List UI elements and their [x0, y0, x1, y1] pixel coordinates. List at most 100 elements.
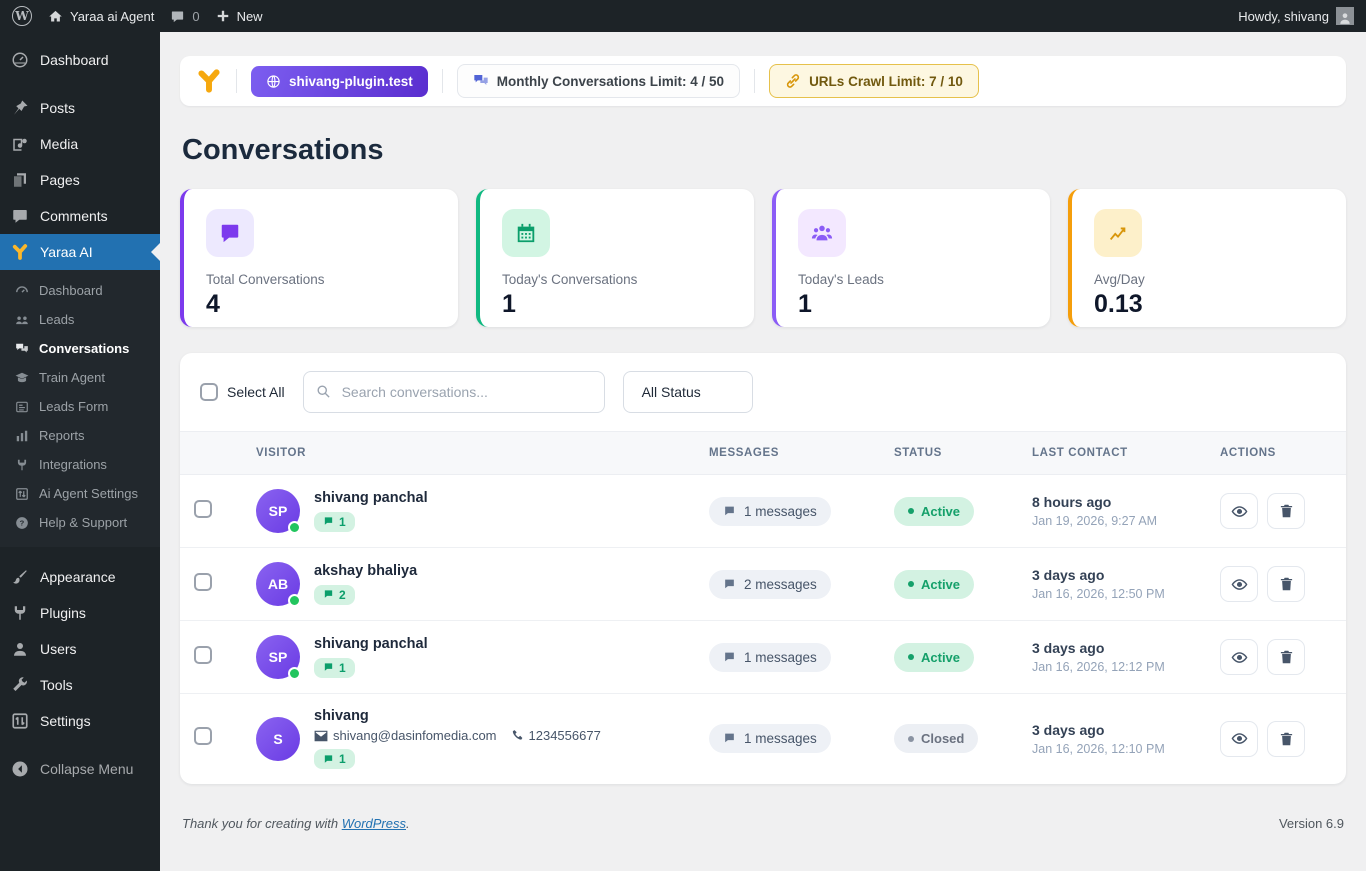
search-icon: [316, 384, 331, 399]
view-button[interactable]: [1220, 493, 1258, 529]
monthly-limit-button[interactable]: Monthly Conversations Limit: 4 / 50: [456, 64, 741, 98]
site-name-link[interactable]: Yaraa ai Agent: [48, 9, 154, 24]
row-checkbox[interactable]: [194, 499, 212, 518]
chat-icon: [725, 733, 734, 743]
table-row: SP shivang panchal 1: [180, 474, 1346, 548]
last-contact-date: Jan 16, 2026, 12:50 PM: [1032, 587, 1165, 601]
avatar-initials: SP: [268, 649, 288, 665]
delete-button[interactable]: [1267, 493, 1305, 529]
collapse-menu-button[interactable]: Collapse Menu: [0, 751, 160, 787]
submenu-item-help-support[interactable]: ? Help & Support: [0, 508, 160, 537]
last-contact-date: Jan 16, 2026, 12:12 PM: [1032, 660, 1165, 674]
row-checkbox[interactable]: [194, 727, 212, 746]
stat-label: Total Conversations: [206, 272, 325, 287]
avatar-initials: AB: [267, 576, 289, 592]
crawl-limit-label: URLs Crawl Limit: 7 / 10: [809, 73, 963, 89]
submenu-item-train-agent[interactable]: Train Agent: [0, 363, 160, 392]
wrench-icon: [10, 676, 30, 694]
mail-icon: [314, 730, 328, 741]
people-icon: [14, 313, 30, 327]
status-badge: Closed: [894, 724, 979, 754]
comments-admin-link[interactable]: 0: [170, 9, 200, 24]
site-domain-button[interactable]: shivang-plugin.test: [251, 65, 428, 97]
stat-label: Today's Leads: [798, 272, 884, 287]
search-input[interactable]: [302, 371, 605, 413]
svg-text:?: ?: [20, 518, 25, 527]
submenu-item-leads[interactable]: Leads: [0, 305, 160, 334]
dashboard-icon: [10, 51, 30, 69]
stat-card-total-conversations: Total Conversations 4: [180, 189, 458, 327]
sidebar-item-pages[interactable]: Pages: [0, 162, 160, 198]
view-button[interactable]: [1220, 566, 1258, 602]
message-count-badge: 1: [314, 657, 355, 678]
submenu-item-integrations[interactable]: Integrations: [0, 450, 160, 479]
select-all-checkbox[interactable]: [200, 383, 218, 401]
wordpress-link[interactable]: WordPress: [341, 815, 406, 831]
sidebar-item-dashboard[interactable]: Dashboard: [0, 42, 160, 78]
header-messages: Messages: [709, 447, 779, 459]
submenu-item-label: Conversations: [39, 341, 130, 356]
plug-icon: [14, 458, 30, 472]
site-domain-label: shivang-plugin.test: [289, 73, 413, 89]
sidebar-item-label: Users: [40, 641, 77, 657]
view-button[interactable]: [1220, 639, 1258, 675]
sidebar-item-media[interactable]: Media: [0, 126, 160, 162]
delete-button[interactable]: [1267, 639, 1305, 675]
footer-version: Version 6.9: [1278, 815, 1344, 831]
chat-icon: [324, 590, 333, 598]
submenu-item-ai-agent-settings[interactable]: Ai Agent Settings: [0, 479, 160, 508]
sidebar-item-label: Yaraa AI: [40, 244, 93, 260]
submenu-item-reports[interactable]: Reports: [0, 421, 160, 450]
chat-icon: [206, 209, 254, 257]
sidebar-item-settings[interactable]: Settings: [0, 703, 160, 739]
sidebar-item-users[interactable]: Users: [0, 631, 160, 667]
sidebar-item-label: Media: [40, 136, 79, 152]
status-dot: [908, 735, 914, 742]
site-name-label: Yaraa ai Agent: [70, 8, 155, 24]
stat-value: 0.13: [1094, 290, 1143, 318]
form-icon: [14, 400, 30, 414]
help-icon: ?: [14, 516, 30, 530]
new-content-link[interactable]: New: [216, 9, 263, 24]
avatar: SP: [256, 489, 301, 534]
delete-button[interactable]: [1267, 566, 1305, 602]
table-row: SP shivang panchal 1: [180, 620, 1346, 694]
status-badge: Active: [894, 496, 975, 526]
submenu-item-dashboard[interactable]: Dashboard: [0, 276, 160, 305]
media-icon: [10, 135, 30, 153]
avatar: SP: [256, 635, 301, 680]
wordpress-logo-icon[interactable]: W: [12, 6, 32, 26]
comment-icon: [170, 9, 185, 24]
trend-icon: [1094, 209, 1142, 257]
submenu-item-leads-form[interactable]: Leads Form: [0, 392, 160, 421]
yaraa-logo-icon: [196, 68, 222, 94]
submenu-item-label: Reports: [39, 428, 85, 443]
divider: [236, 69, 237, 93]
crawl-limit-button[interactable]: URLs Crawl Limit: 7 / 10: [769, 64, 979, 98]
header-last-contact: Last Contact: [1032, 447, 1128, 459]
sidebar-item-comments[interactable]: Comments: [0, 198, 160, 234]
view-button[interactable]: [1220, 720, 1258, 757]
chat-icon: [725, 579, 734, 588]
table-row: S shivang shivang@dasinfomedia.com: [180, 694, 1346, 784]
status-dot: [908, 508, 914, 514]
row-checkbox[interactable]: [194, 645, 212, 664]
submenu-item-conversations[interactable]: Conversations: [0, 334, 160, 363]
visitor-name: shivang: [314, 708, 369, 724]
row-checkbox[interactable]: [194, 572, 212, 591]
sidebar-item-plugins[interactable]: Plugins: [0, 595, 160, 631]
sidebar-item-yaraa-ai[interactable]: Yaraa AI: [0, 234, 160, 270]
status-filter-select[interactable]: All Status: [622, 371, 753, 413]
delete-button[interactable]: [1267, 720, 1305, 757]
sidebar-item-label: Plugins: [40, 605, 86, 621]
sidebar-item-appearance[interactable]: Appearance: [0, 559, 160, 595]
chat-icon: [725, 506, 734, 515]
chat-icon: [324, 517, 333, 525]
sidebar-item-tools[interactable]: Tools: [0, 667, 160, 703]
chat-icon: [725, 652, 734, 661]
howdy-account-link[interactable]: Howdy, shivang: [1238, 7, 1354, 25]
submenu-item-label: Help & Support: [39, 515, 128, 530]
stat-card-avg-day: Avg/Day 0.13: [1068, 189, 1346, 327]
sidebar-item-posts[interactable]: Posts: [0, 90, 160, 126]
chat-icon: [14, 342, 30, 356]
